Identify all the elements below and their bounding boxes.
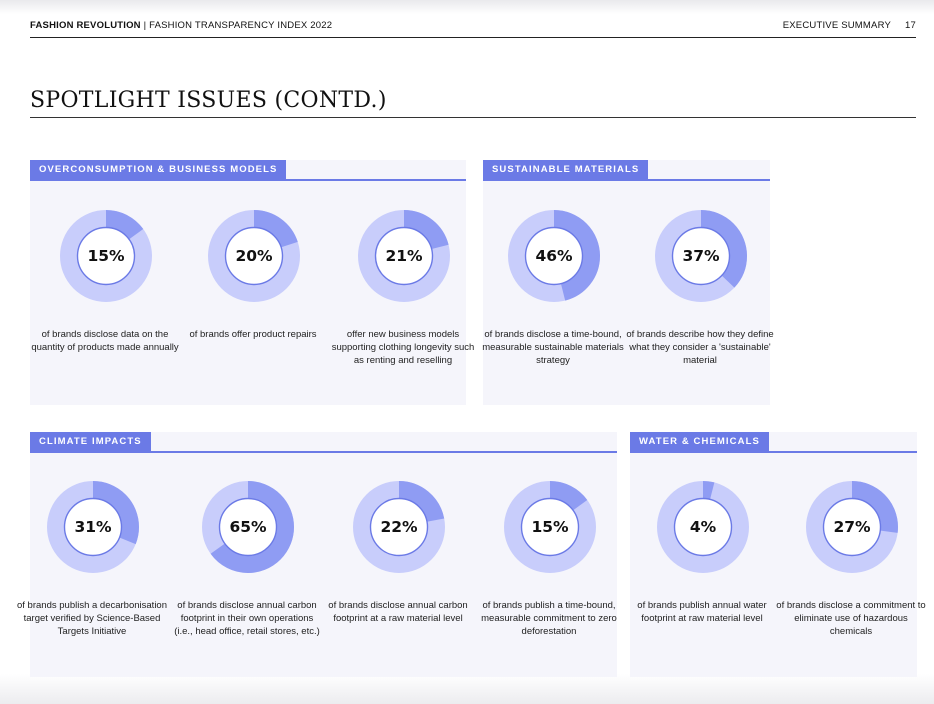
stat-description: of brands disclose data on the quantity … <box>31 329 179 353</box>
stat-description: of brands disclose annual carbon footpri… <box>174 600 320 637</box>
stat-percent: 22% <box>380 518 418 536</box>
stat-percent: 21% <box>385 247 423 265</box>
stat-percent: 65% <box>229 518 267 536</box>
stat-description: of brands disclose a commitment to elimi… <box>776 600 926 637</box>
donut-value-arc <box>657 481 749 573</box>
stat-percent: 15% <box>87 247 125 265</box>
donut-value-arc <box>358 210 450 302</box>
section-climate-impacts: CLIMATE IMPACTS 31% of brands publish a … <box>17 432 617 677</box>
donut-value-arc <box>208 210 300 302</box>
donut-chart <box>657 481 749 573</box>
header-subtitle: FASHION TRANSPARENCY INDEX 2022 <box>149 20 333 31</box>
header-brand: FASHION REVOLUTION <box>30 20 141 31</box>
donut-chart <box>202 481 294 573</box>
section-underline <box>483 179 770 181</box>
stat-percent: 15% <box>531 518 569 536</box>
donut-center <box>520 497 580 557</box>
section-underline <box>30 451 617 453</box>
donut-value-arc <box>202 481 294 573</box>
stat-percent: 46% <box>535 247 573 265</box>
donut-chart <box>353 481 445 573</box>
donut-value-arc <box>47 481 139 573</box>
donut-chart <box>655 210 747 302</box>
header-left: FASHION REVOLUTION | FASHION TRANSPARENC… <box>30 20 332 31</box>
donut-center <box>224 226 284 286</box>
donut-center <box>822 497 882 557</box>
donut-center <box>673 497 733 557</box>
donut-value-arc <box>806 481 898 573</box>
stat-description: of brands publish a time-bound, measurab… <box>481 600 617 637</box>
donut-center <box>218 497 278 557</box>
section-water-chemicals: WATER & CHEMICALS 4% of brands publish a… <box>630 432 926 677</box>
page-header: FASHION REVOLUTION | FASHION TRANSPARENC… <box>30 20 916 38</box>
stat-percent: 20% <box>235 247 273 265</box>
donut-center <box>524 226 584 286</box>
section-underline <box>630 451 917 453</box>
top-shade <box>0 0 934 14</box>
stat-description: of brands offer product repairs <box>189 329 317 340</box>
header-right: EXECUTIVE SUMMARY 17 <box>783 20 916 31</box>
donut-chart <box>508 210 600 302</box>
donut-chart <box>47 481 139 573</box>
header-separator: | <box>143 20 147 31</box>
donut-center <box>63 497 123 557</box>
stat-percent: 27% <box>833 518 871 536</box>
section-tag: WATER & CHEMICALS <box>630 432 769 452</box>
donut-center <box>76 226 136 286</box>
section-sustainable-materials: SUSTAINABLE MATERIALS 46% of brands disc… <box>482 160 774 405</box>
stat-description: of brands publish a decarbonisation targ… <box>17 600 167 637</box>
page-number: 17 <box>905 20 916 31</box>
donut-chart <box>208 210 300 302</box>
donut-center <box>369 497 429 557</box>
stat-percent: 4% <box>689 518 717 536</box>
stat-description: of brands disclose a time-bound, measura… <box>482 329 624 366</box>
donut-value-arc <box>508 210 600 302</box>
donut-center <box>374 226 434 286</box>
donut-center <box>671 226 731 286</box>
stat-description: of brands publish annual water footprint… <box>637 600 767 624</box>
donut-chart <box>60 210 152 302</box>
donut-chart <box>504 481 596 573</box>
section-tag: CLIMATE IMPACTS <box>30 432 151 452</box>
donut-chart <box>806 481 898 573</box>
donut-value-arc <box>504 481 596 573</box>
header-section: EXECUTIVE SUMMARY <box>782 20 891 31</box>
section-tag: SUSTAINABLE MATERIALS <box>483 160 649 180</box>
stat-description: of brands describe how they define what … <box>626 329 774 366</box>
header-rule <box>30 37 916 38</box>
donut-value-arc <box>60 210 152 302</box>
title-rule <box>30 117 916 118</box>
bottom-shade <box>0 674 934 704</box>
donut-value-arc <box>353 481 445 573</box>
donut-value-arc <box>655 210 747 302</box>
stat-description: of brands disclose annual carbon footpri… <box>328 600 468 624</box>
donut-chart <box>358 210 450 302</box>
stat-description: offer new business models supporting clo… <box>331 329 475 366</box>
stat-percent: 37% <box>682 247 720 265</box>
page-title: SPOTLIGHT ISSUES (CONTD.) <box>30 88 387 113</box>
section-overconsumption: OVERCONSUMPTION & BUSINESS MODELS 15% of… <box>30 160 474 405</box>
section-underline <box>30 179 466 181</box>
section-tag: OVERCONSUMPTION & BUSINESS MODELS <box>30 160 287 180</box>
stat-percent: 31% <box>74 518 112 536</box>
